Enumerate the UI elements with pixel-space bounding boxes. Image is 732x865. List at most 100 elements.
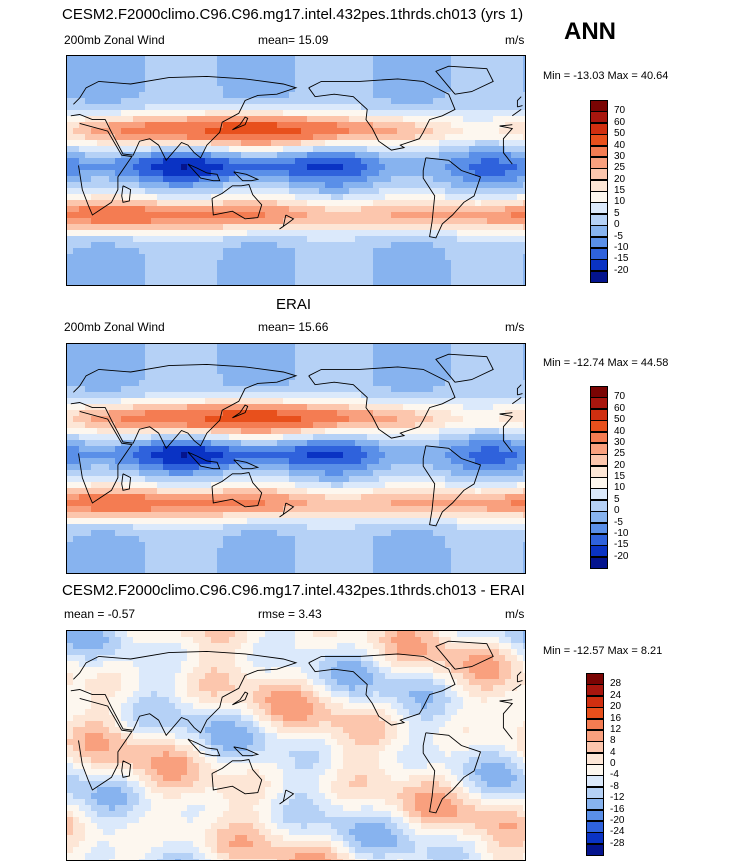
field-cell [259, 254, 266, 261]
field-cell [211, 242, 218, 249]
field-cell [181, 446, 188, 453]
field-cell [211, 98, 218, 105]
field-cell [97, 68, 104, 75]
field-cell [97, 152, 104, 159]
field-cell [445, 248, 452, 255]
field-cell [211, 368, 218, 375]
field-cell [121, 98, 128, 105]
field-cell [325, 248, 332, 255]
field-cell [361, 140, 368, 147]
field-cell [157, 104, 164, 111]
field-cell [67, 194, 74, 201]
field-cell [157, 110, 164, 117]
field-cell [259, 194, 266, 201]
field-cell [259, 344, 266, 351]
field-cell [373, 152, 380, 159]
field-cell [433, 62, 440, 69]
field-cell [337, 68, 344, 75]
field-cell [235, 374, 242, 381]
field-cell [289, 224, 296, 231]
field-cell [271, 428, 278, 435]
field-cell [247, 80, 254, 87]
field-cell [223, 464, 230, 471]
field-cell [169, 86, 176, 93]
field-cell [307, 362, 314, 369]
field-cell [433, 74, 440, 81]
field-cell [121, 482, 128, 489]
field-cell [517, 416, 524, 423]
field-cell [181, 92, 188, 99]
field-cell [457, 416, 464, 423]
field-cell [241, 284, 248, 285]
field-cell [265, 170, 272, 177]
field-cell [103, 248, 110, 255]
field-cell [289, 200, 296, 207]
field-cell [103, 230, 110, 237]
field-cell [415, 446, 422, 453]
field-cell [523, 62, 525, 69]
field-cell [391, 68, 398, 75]
field-cell [79, 416, 86, 423]
field-cell [157, 266, 164, 273]
field-cell [91, 122, 98, 129]
field-cell [409, 116, 416, 123]
field-cell [439, 242, 446, 249]
field-cell [271, 404, 278, 411]
field-cell [517, 410, 524, 417]
field-cell [205, 488, 212, 495]
field-cell [457, 92, 464, 99]
field-cell [481, 344, 488, 351]
field-cell [145, 146, 152, 153]
field-cell [403, 122, 410, 129]
field-cell [169, 224, 176, 231]
field-cell [409, 86, 416, 93]
field-cell [307, 158, 314, 165]
field-cell [451, 68, 458, 75]
field-cell [337, 434, 344, 441]
field-cell [475, 104, 482, 111]
field-cell [73, 176, 80, 183]
field-cell [325, 146, 332, 153]
field-cell [241, 272, 248, 279]
field-cell [343, 488, 350, 495]
field-cell [355, 482, 362, 489]
field-cell [109, 272, 116, 279]
field-cell [325, 416, 332, 423]
field-cell [439, 158, 446, 165]
field-cell [271, 452, 278, 459]
field-cell [73, 368, 80, 375]
field-cell [247, 416, 254, 423]
field-cell [403, 158, 410, 165]
field-cell [97, 350, 104, 357]
field-cell [379, 434, 386, 441]
field-cell [67, 434, 74, 441]
field-cell [415, 254, 422, 261]
field-cell [355, 164, 362, 171]
field-cell [277, 134, 284, 141]
field-cell [301, 404, 308, 411]
field-cell [229, 458, 236, 465]
field-cell [169, 206, 176, 213]
field-cell [199, 212, 206, 219]
field-cell [187, 104, 194, 111]
field-cell [481, 164, 488, 171]
field-cell [127, 386, 134, 393]
field-cell [511, 248, 518, 255]
field-cell [235, 56, 242, 63]
field-cell [385, 278, 392, 285]
field-cell [397, 242, 404, 249]
field-cell [457, 218, 464, 225]
field-cell [223, 350, 230, 357]
field-cell [469, 80, 476, 87]
field-cell [433, 416, 440, 423]
field-cell [157, 356, 164, 363]
field-cell [157, 74, 164, 81]
field-cell [103, 134, 110, 141]
field-cell [505, 470, 512, 477]
field-cell [73, 152, 80, 159]
field-cell [517, 260, 524, 267]
colorbar-swatch [590, 145, 608, 158]
field-cell [343, 92, 350, 99]
field-cell [415, 440, 422, 447]
field-cell [211, 140, 218, 147]
